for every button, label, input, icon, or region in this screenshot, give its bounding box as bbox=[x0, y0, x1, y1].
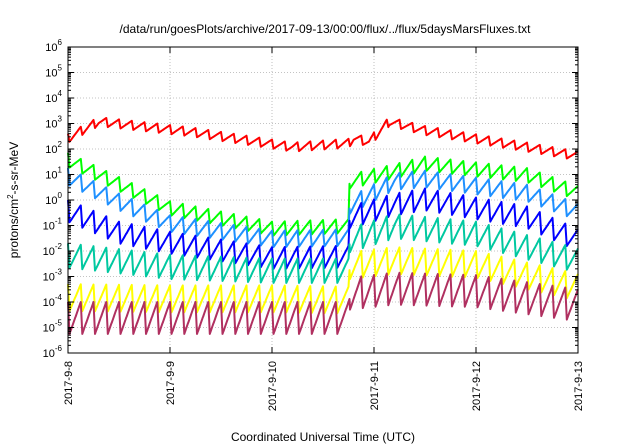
y-axis-label-sup: 2 bbox=[6, 194, 15, 199]
y-tick-label: 102 bbox=[45, 140, 62, 156]
x-axis-ticks: 2017-9-8 2017-9-9 2017-9-10 2017-9-11 2017-9… bbox=[63, 47, 585, 411]
y-tick-label: 10-2 bbox=[43, 242, 63, 258]
x-tick-label: 2017-9-9 bbox=[165, 361, 177, 405]
series-line-6 bbox=[67, 246, 579, 315]
y-axis-label: protons/cm2-s-sr-MeV bbox=[6, 142, 21, 258]
y-tick-label: 10-3 bbox=[43, 268, 63, 284]
x-tick-label: 2017-9-10 bbox=[267, 361, 279, 411]
y-tick-label: 10-1 bbox=[43, 217, 63, 233]
y-tick-label: 106 bbox=[45, 38, 62, 54]
series-line-7 bbox=[67, 271, 579, 335]
x-tick-label: 2017-9-13 bbox=[573, 361, 585, 411]
series-line-3 bbox=[67, 168, 579, 249]
x-tick-label: 2017-9-12 bbox=[471, 361, 483, 411]
y-tick-label: 105 bbox=[45, 64, 62, 80]
series-line-2 bbox=[67, 152, 579, 237]
y-axis-ticks: 10-6 10-5 10-4 10-3 10-2 10-1 100 101 102 103 104 1… bbox=[43, 38, 578, 360]
series-line-1 bbox=[67, 117, 579, 160]
y-tick-label: 100 bbox=[45, 191, 62, 207]
x-tick-label: 2017-9-8 bbox=[63, 361, 75, 405]
y-tick-label: 10-4 bbox=[43, 293, 63, 309]
chart-title: /data/run/goesPlots/archive/2017-09-13/0… bbox=[120, 22, 532, 36]
series-lines bbox=[67, 117, 579, 335]
y-tick-label: 104 bbox=[45, 89, 62, 105]
series-line-5 bbox=[67, 213, 579, 284]
series-line-4 bbox=[67, 187, 579, 270]
y-tick-label: 101 bbox=[45, 166, 62, 182]
y-tick-label: 10-5 bbox=[43, 319, 63, 335]
y-tick-label: 103 bbox=[45, 115, 62, 131]
x-axis-label: Coordinated Universal Time (UTC) bbox=[231, 430, 415, 444]
y-axis-label-suffix: -s-sr-MeV bbox=[7, 142, 21, 195]
y-axis-label-prefix: protons/cm bbox=[7, 199, 21, 258]
y-tick-label: 10-6 bbox=[43, 344, 63, 360]
x-tick-label: 2017-9-11 bbox=[369, 361, 381, 410]
